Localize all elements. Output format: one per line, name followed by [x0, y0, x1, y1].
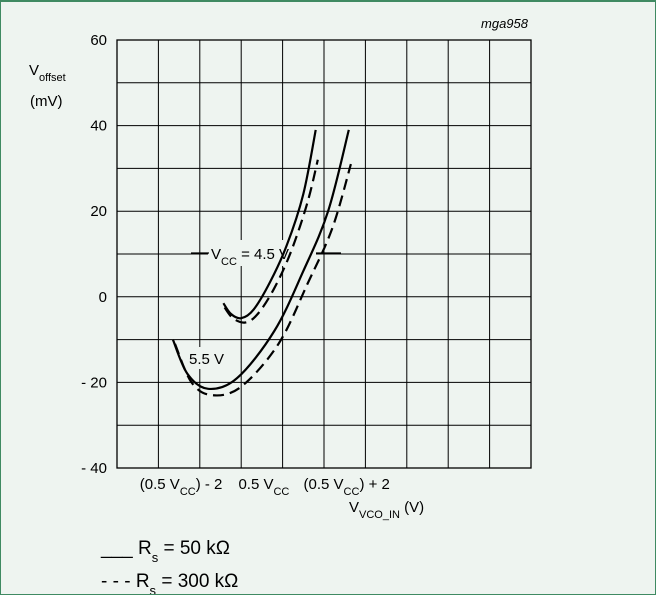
curves [171, 129, 352, 397]
x-axis-label: VVCO_IN (V) [349, 499, 424, 521]
legend-entry-solid: ___ Rs = 50 kΩ [100, 538, 230, 565]
annotation-mask [208, 240, 316, 266]
y-tick-label: - 40 [81, 460, 107, 477]
y-axis-label: Voffset [29, 62, 66, 84]
annotation-mask [186, 347, 232, 369]
y-tick-label: - 20 [81, 374, 107, 391]
series-curve-45-dashed [223, 159, 319, 324]
y-tick-label: 60 [90, 32, 107, 49]
figure-id: mga958 [481, 16, 529, 31]
labels: 60 40 20 0 - 20 - 40 (0.5 VCC) - 2 0.5 VCC (0.5 … [29, 16, 529, 594]
annotation-5-5: 5.5 V [189, 351, 224, 368]
series-curve-55-solid [171, 129, 350, 391]
grid-lines [116, 39, 532, 469]
series-curve-55-dashed [173, 163, 352, 397]
y-axis-unit: (mV) [30, 93, 63, 110]
x-tick-label: 0.5 VCC [238, 476, 289, 498]
y-tick-label: 20 [90, 203, 107, 220]
legend-entry-dashed: - - - Rs = 300 kΩ [101, 571, 238, 594]
series-curve-45-solid [222, 129, 317, 320]
y-tick-label: 0 [99, 289, 107, 306]
plot-border [116, 39, 532, 469]
x-tick-label: (0.5 VCC) + 2 [304, 476, 390, 498]
annotation-vcc-4-5: VCC = 4.5 V [211, 246, 289, 268]
y-tick-label: 40 [90, 118, 107, 135]
x-tick-label: (0.5 VCC) - 2 [140, 476, 223, 498]
